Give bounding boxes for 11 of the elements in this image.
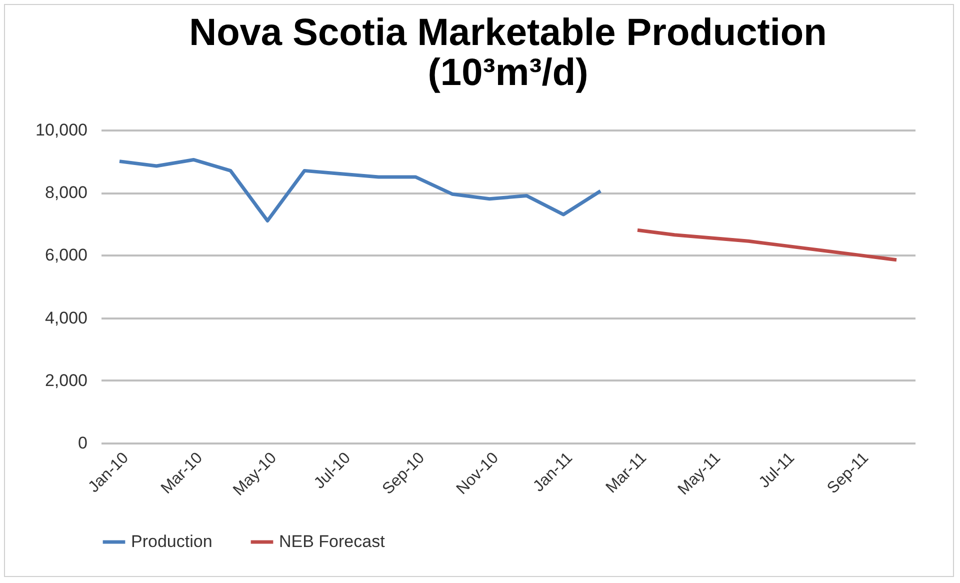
line-series	[118, 158, 602, 223]
line-series	[636, 228, 898, 262]
y-tick-label: 0	[78, 434, 88, 452]
chart-title: Nova Scotia Marketable Production (10³m³/d)	[189, 12, 827, 94]
y-tick-label: 2,000	[44, 370, 88, 390]
y-tick-label: 6,000	[44, 246, 88, 265]
legend-label: Production	[131, 532, 212, 551]
legend-label: NEB Forecast	[279, 532, 386, 551]
y-tick-label: 4,000	[44, 308, 88, 328]
y-tick-label: 10,000	[36, 120, 88, 140]
y-tick-label: 8,000	[44, 183, 88, 202]
